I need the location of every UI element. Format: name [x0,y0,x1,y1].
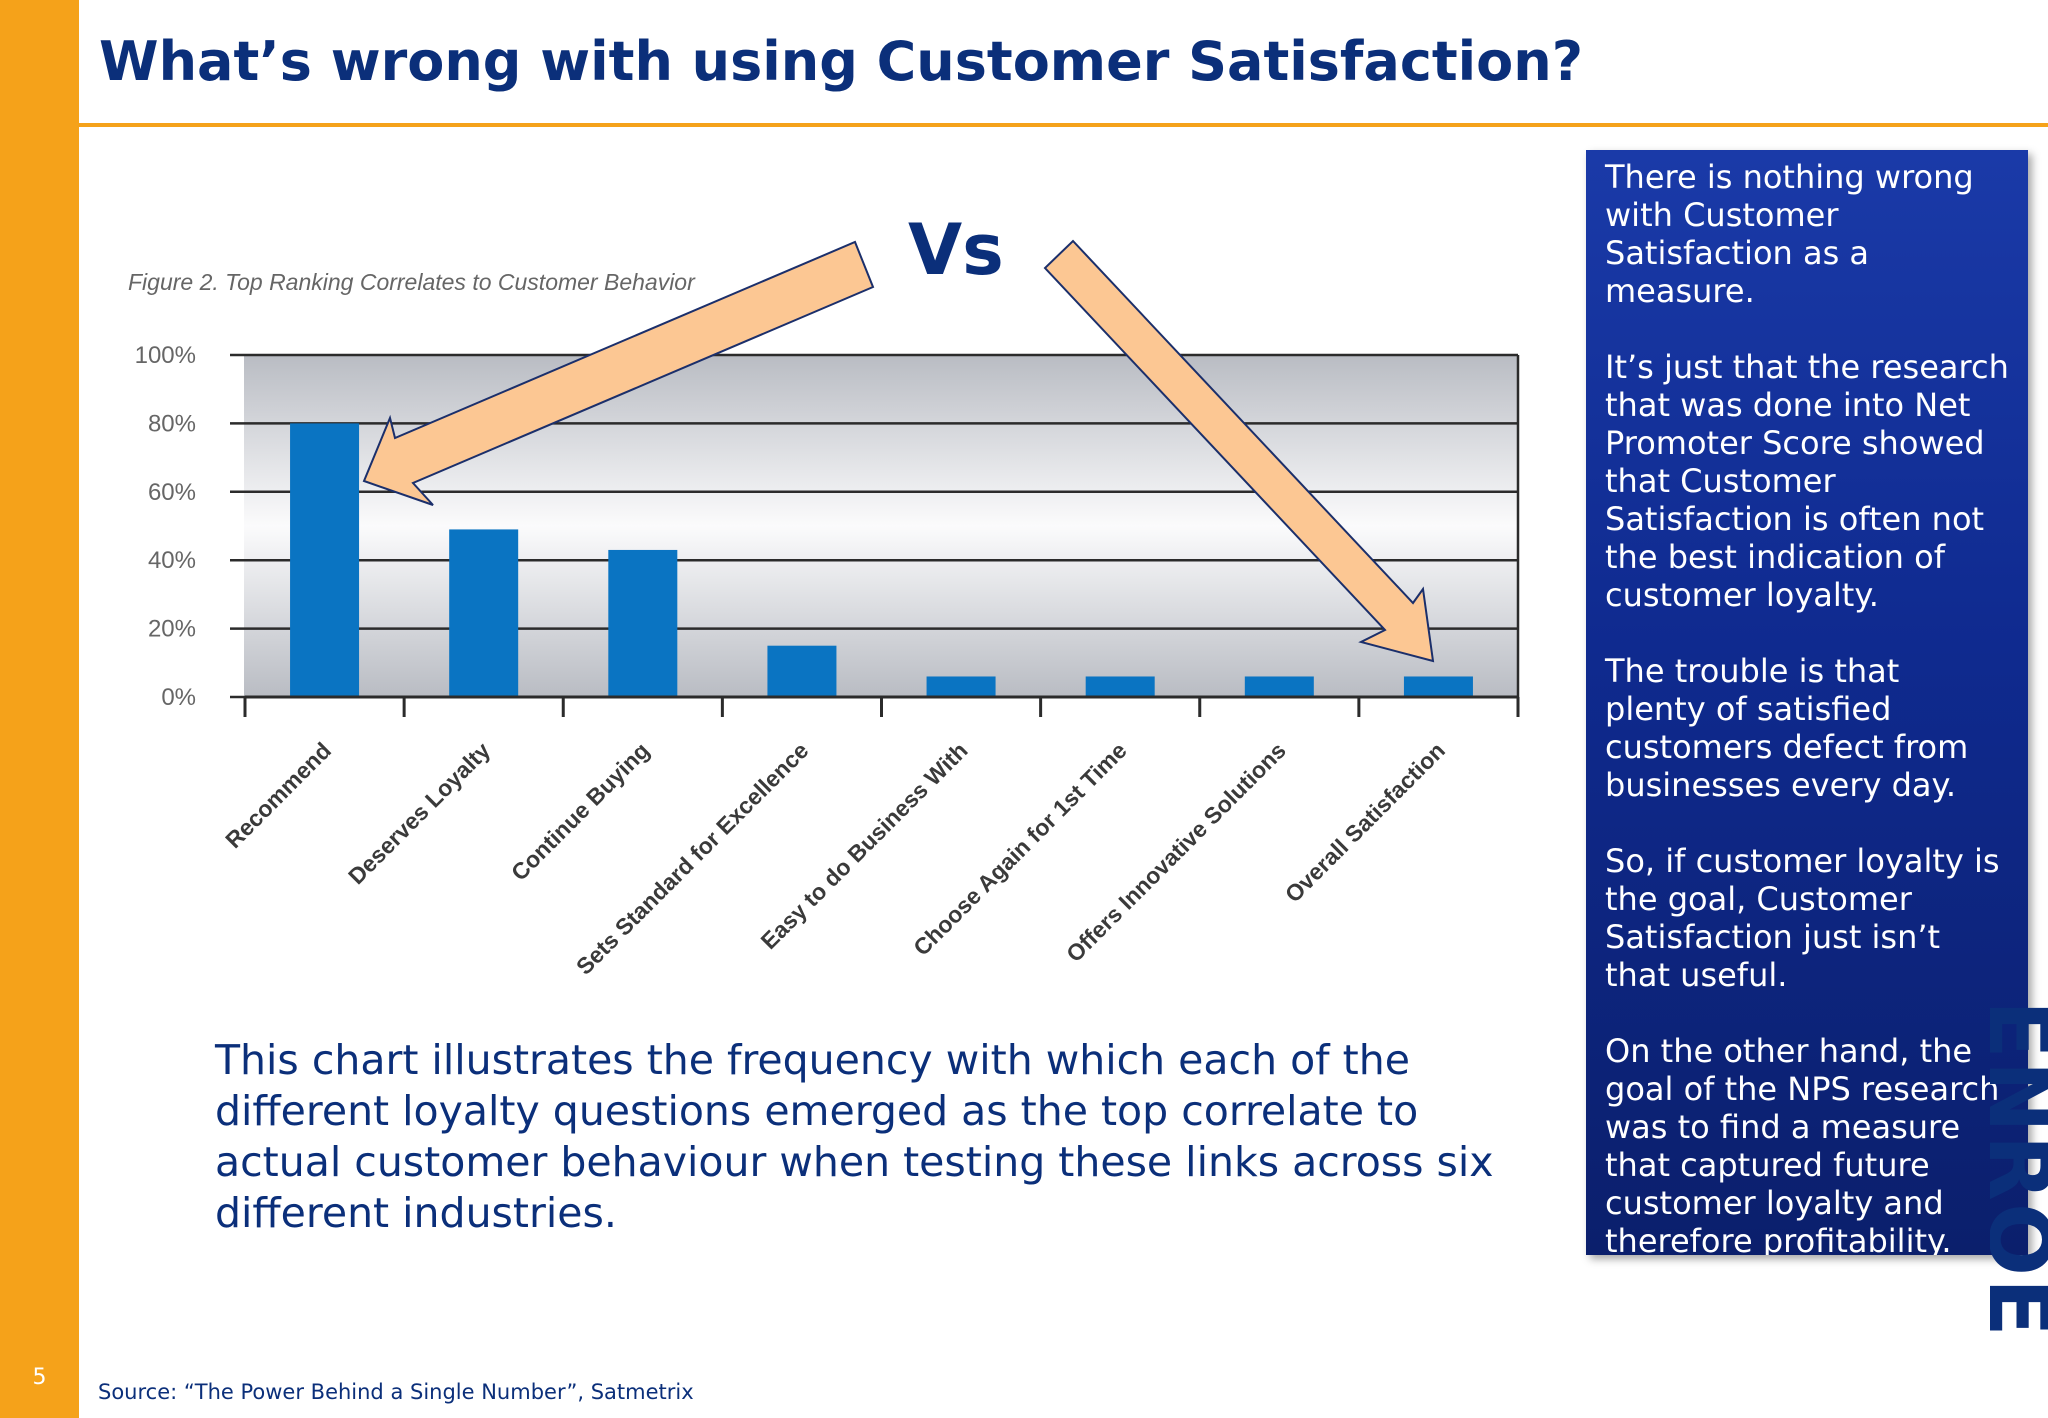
y-tick-label: 20% [148,616,196,643]
bar [767,645,837,697]
x-tick-label: Continue Buying [506,737,654,885]
y-tick-label: 40% [148,547,196,574]
bar [926,676,996,697]
brand-logo: ENROE [1990,1000,2048,1418]
annotations: Vs [362,209,1435,663]
title-divider [79,123,2048,127]
y-tick-label: 0% [161,684,196,711]
logo-wordmark: ENROE [1990,1000,2048,1339]
bar [290,423,360,697]
x-axis-labels: Recommend Deserves Loyalty Continue Buying… [220,737,1450,980]
y-tick-label: 60% [148,479,196,506]
bar [1085,676,1155,697]
slide-title: What’s wrong with using Customer Satisfa… [99,30,1584,93]
arrow-to-overall-satisfaction [1043,239,1435,663]
bar [608,549,678,697]
page-number: 5 [32,1365,47,1390]
x-axis [243,695,1520,717]
bar [1403,676,1473,697]
y-tick-label: 100% [135,342,196,369]
arrow-to-recommend [362,240,875,506]
x-tick-label: Recommend [220,737,336,853]
x-tick-label: Overall Satisfaction [1280,737,1450,907]
bar [449,529,519,697]
y-axis-ticks: 0% 20% 40% 60% 80% 100% [135,342,196,711]
chart-caption: This chart illustrates the frequency wit… [215,1036,1494,1237]
x-tick-label: Deserves Loyalty [343,737,495,889]
source-note: Source: “The Power Behind a Single Numbe… [98,1380,694,1404]
explanation-panel: There is nothing wrong with Customer Sat… [1586,150,2028,1255]
chart-title: Figure 2. Top Ranking Correlates to Cust… [128,269,696,295]
panel-paragraph: So, if customer loyalty is the goal, Cus… [1605,842,2000,994]
accent-side-bar [0,0,79,1418]
vs-label: Vs [908,209,1004,291]
y-tick-label: 80% [148,410,196,437]
panel-paragraph: It’s just that the research that was don… [1605,348,2009,614]
bars [290,423,1473,697]
bar [1244,676,1314,697]
panel-paragraph: The trouble is that plenty of satisfied … [1605,652,1969,804]
panel-paragraph: There is nothing wrong with Customer Sat… [1605,158,1974,310]
panel-paragraph: On the other hand, the goal of the NPS r… [1605,1032,2000,1255]
